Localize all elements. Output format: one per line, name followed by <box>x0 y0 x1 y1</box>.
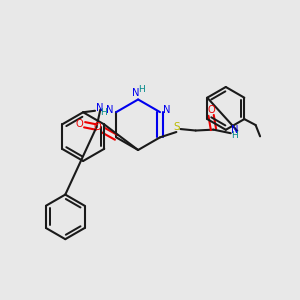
Text: H: H <box>138 85 145 94</box>
Text: N: N <box>106 105 113 115</box>
Text: N: N <box>96 103 103 113</box>
Text: N: N <box>231 124 238 135</box>
Text: N: N <box>163 105 170 115</box>
Text: N: N <box>132 88 140 98</box>
Text: H: H <box>232 131 238 140</box>
Text: H: H <box>100 108 107 117</box>
Text: O: O <box>75 119 83 129</box>
Text: O: O <box>208 105 215 115</box>
Text: S: S <box>174 122 180 132</box>
Text: O: O <box>94 122 101 132</box>
